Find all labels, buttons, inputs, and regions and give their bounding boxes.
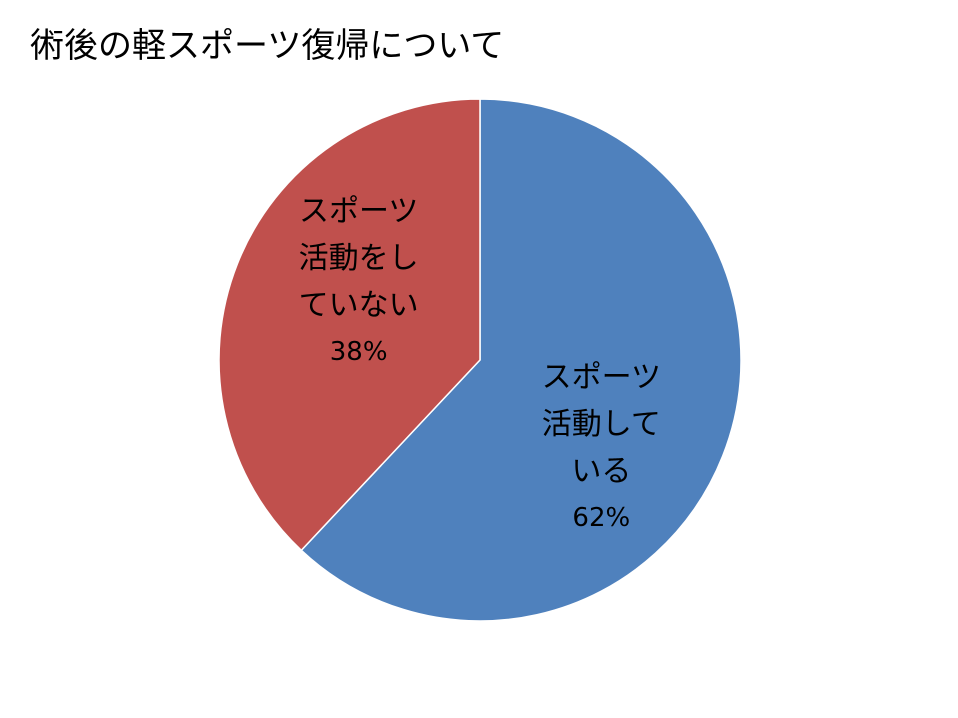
slice-label: スポーツ活動している 62% xyxy=(537,354,666,542)
value-label: 38% xyxy=(329,336,388,367)
chart-title: 術後の軽スポーツ復帰について xyxy=(30,26,505,66)
category-label: スポーツ活動している xyxy=(541,360,662,490)
pie-slice xyxy=(300,98,742,622)
slice-label: スポーツ活動をしていない 38% xyxy=(294,188,423,376)
category-label: スポーツ活動をしていない xyxy=(298,193,419,323)
value-label: 62% xyxy=(572,503,631,534)
pie-slice xyxy=(218,98,481,552)
